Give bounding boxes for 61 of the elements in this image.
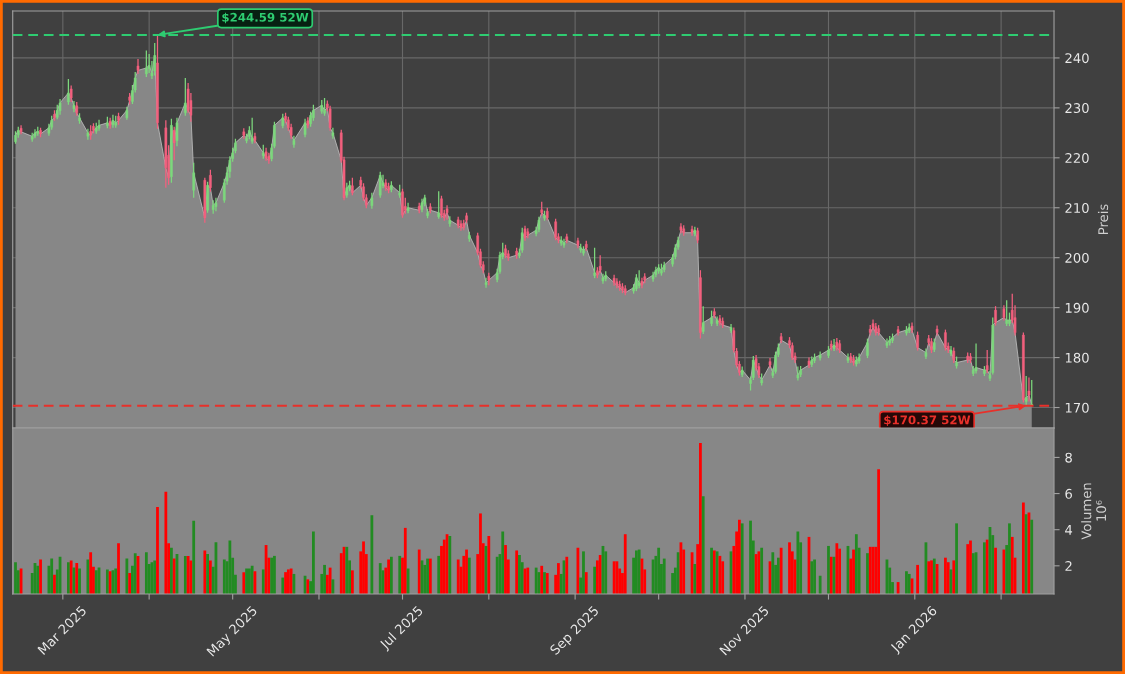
candlestick [1030, 379, 1034, 406]
candlestick [983, 365, 986, 377]
candlestick [145, 49, 148, 78]
candlestick [19, 124, 23, 135]
candlestick [170, 118, 173, 184]
candlestick [192, 162, 195, 199]
y-tick-label: 6 [1065, 488, 1072, 499]
y-tick-label: 230 [1065, 103, 1089, 114]
candlestick [955, 355, 958, 370]
candlestick [117, 112, 120, 126]
candlestick [866, 337, 869, 359]
candlestick [699, 269, 702, 340]
annotation: $244.59 52W [222, 12, 309, 24]
candlestick [1008, 312, 1011, 327]
candlestick [593, 247, 596, 279]
y-tick-label: 240 [1065, 53, 1089, 64]
y-tick-label: 220 [1065, 153, 1089, 164]
candlestick [331, 127, 335, 140]
candlestick [916, 330, 919, 352]
candlestick [426, 208, 429, 219]
y-tick-label: 170 [1065, 402, 1089, 413]
candlestick [184, 77, 187, 117]
candlestick [484, 277, 488, 289]
annotation: $170.37 52W [884, 415, 971, 426]
candlestick [378, 171, 382, 199]
candlestick [701, 305, 705, 335]
candlestick [827, 345, 830, 359]
candlestick [994, 305, 997, 327]
candlestick [891, 332, 894, 344]
candlestick [209, 169, 212, 193]
candlestick [406, 202, 410, 214]
candlestick [214, 197, 218, 212]
candlestick [562, 238, 566, 249]
candlestick [543, 210, 546, 222]
candlestick [175, 117, 179, 147]
y-tick-label: 190 [1065, 302, 1089, 313]
y-tick-label: 200 [1065, 252, 1089, 263]
candlestick [136, 58, 140, 75]
candlestick [1027, 376, 1031, 403]
candlestick [292, 135, 296, 149]
y-axis-title: Preis [1097, 204, 1109, 234]
candlestick [53, 109, 56, 122]
candlestick [554, 218, 557, 241]
candlestick [172, 126, 176, 161]
candlestick [14, 130, 17, 145]
y-tick-label: 8 [1065, 452, 1072, 463]
candlestick [729, 323, 733, 334]
y-tick-label: 4 [1065, 525, 1073, 535]
y-tick-label: 180 [1065, 352, 1089, 363]
candlestick [153, 42, 156, 77]
candlestick [156, 34, 159, 130]
candlestick [710, 310, 713, 327]
candlestick [813, 352, 816, 364]
y-axis-title: Volumen 10⁶ [1081, 483, 1107, 540]
candlestick [440, 195, 443, 219]
candlestick [97, 119, 101, 132]
candlestick [78, 112, 81, 125]
y-tick-label: 2 [1065, 561, 1072, 571]
candlestick [896, 325, 900, 337]
y-tick-label: 210 [1065, 202, 1089, 213]
candlestick [437, 190, 440, 220]
